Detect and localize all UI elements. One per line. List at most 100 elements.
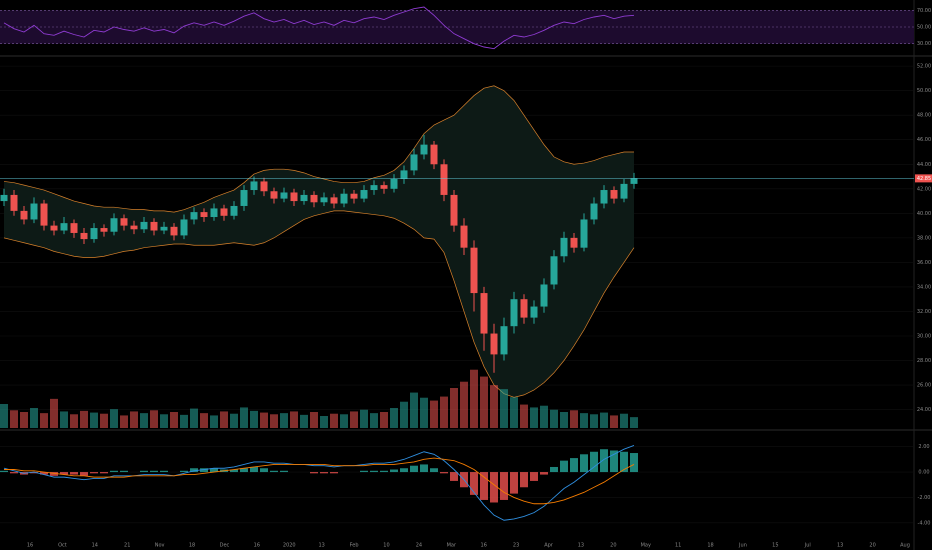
volume-bar	[100, 413, 108, 428]
histogram-bar	[410, 465, 418, 473]
volume-bar	[70, 414, 78, 428]
volume-bar	[290, 411, 298, 428]
histogram-bar	[490, 472, 498, 503]
y-tick-label: 50.00	[917, 88, 931, 94]
candle-body	[210, 208, 218, 218]
candle-body	[100, 228, 108, 232]
volume-bar	[600, 412, 608, 428]
histogram-bar	[190, 468, 198, 473]
histogram-bar	[440, 472, 448, 474]
volume-bar	[10, 410, 18, 428]
x-tick-label: 10	[383, 543, 389, 549]
volume-bar	[580, 413, 588, 428]
volume-bar	[260, 412, 268, 428]
histogram-bar	[510, 472, 518, 494]
volume-bar	[360, 409, 368, 428]
candle-body	[200, 212, 208, 218]
histogram-bar	[380, 470, 388, 473]
candle-body	[480, 293, 488, 334]
histogram-bar	[560, 460, 568, 473]
candle-body	[290, 192, 298, 202]
histogram-bar	[50, 472, 58, 476]
volume-bar	[390, 408, 398, 428]
volume-bar	[350, 411, 358, 428]
y-tick-label: 30.00	[917, 334, 931, 340]
histogram-bar	[160, 470, 168, 473]
histogram-bar	[200, 468, 208, 473]
candle-body	[540, 284, 548, 307]
histogram-bar	[30, 472, 38, 474]
x-tick-label: 15	[772, 543, 778, 549]
volume-bar	[60, 411, 68, 428]
x-tick-label: 16	[27, 543, 33, 549]
x-tick-label: 11	[675, 543, 681, 549]
volume-bar	[470, 369, 478, 428]
candle-body	[80, 232, 88, 240]
y-tick-label: 0.00	[918, 470, 929, 476]
x-tick-label: Oct	[58, 543, 67, 549]
histogram-bar	[310, 472, 318, 474]
candle-body	[360, 190, 368, 199]
volume-bar	[500, 389, 508, 428]
histogram-bar	[360, 470, 368, 473]
x-tick-label: 2020	[283, 543, 296, 549]
last-price-tag	[915, 174, 932, 183]
volume-bar	[220, 411, 228, 428]
candle-body	[110, 218, 118, 232]
y-tick-label: 40.00	[917, 211, 931, 217]
candle-body	[570, 237, 578, 248]
histogram-bar	[150, 470, 158, 473]
volume-bar	[490, 385, 498, 428]
candle-body	[410, 154, 418, 171]
volume-bar	[200, 413, 208, 428]
histogram-bar	[230, 469, 238, 473]
volume-bar	[180, 414, 188, 428]
volume-bar	[240, 407, 248, 428]
y-tick-label: 52.00	[917, 64, 931, 70]
candle-body	[460, 225, 468, 248]
histogram-bar	[70, 472, 78, 475]
candle-body	[380, 185, 388, 189]
candle-body	[120, 218, 128, 226]
x-tick-label: 13	[318, 543, 324, 549]
histogram-bar	[550, 466, 558, 473]
candle-body	[490, 333, 498, 355]
x-tick-label: Jul	[804, 543, 811, 549]
volume-bar	[340, 414, 348, 428]
candle-body	[520, 299, 528, 318]
y-tick-label: 70.00	[917, 8, 931, 14]
candle-body	[40, 203, 48, 226]
band-fill	[4, 85, 634, 398]
candle-body	[430, 144, 438, 165]
y-tick-label: 44.00	[917, 162, 931, 168]
volume-bar	[530, 407, 538, 428]
candle-body	[320, 197, 328, 203]
y-tick-label: 42.00	[917, 186, 931, 192]
histogram-bar	[420, 464, 428, 473]
histogram-bar	[330, 472, 338, 474]
candle-body	[140, 221, 148, 230]
histogram-bar	[580, 454, 588, 473]
y-tick-label: 30.00	[917, 41, 931, 47]
y-tick-label: 26.00	[917, 383, 931, 389]
histogram-bar	[110, 470, 118, 473]
candle-body	[580, 219, 588, 248]
x-tick-label: 18	[707, 543, 713, 549]
candle-body	[130, 225, 138, 230]
volume-bar	[160, 414, 168, 428]
candle-body	[350, 193, 358, 199]
candle-body	[620, 183, 628, 199]
histogram-bar	[570, 458, 578, 473]
volume-bar	[50, 398, 58, 428]
volume-bar	[420, 397, 428, 428]
y-tick-label: 2.00	[918, 444, 929, 450]
volume-bar	[450, 388, 458, 428]
x-tick-label: May	[641, 543, 651, 549]
volume-bar	[40, 413, 48, 428]
volume-bar	[190, 408, 198, 428]
x-tick-label: 16	[254, 543, 260, 549]
candle-body	[550, 256, 558, 285]
candle-body	[610, 190, 618, 199]
histogram-bar	[10, 472, 18, 474]
candle-body	[590, 203, 598, 220]
